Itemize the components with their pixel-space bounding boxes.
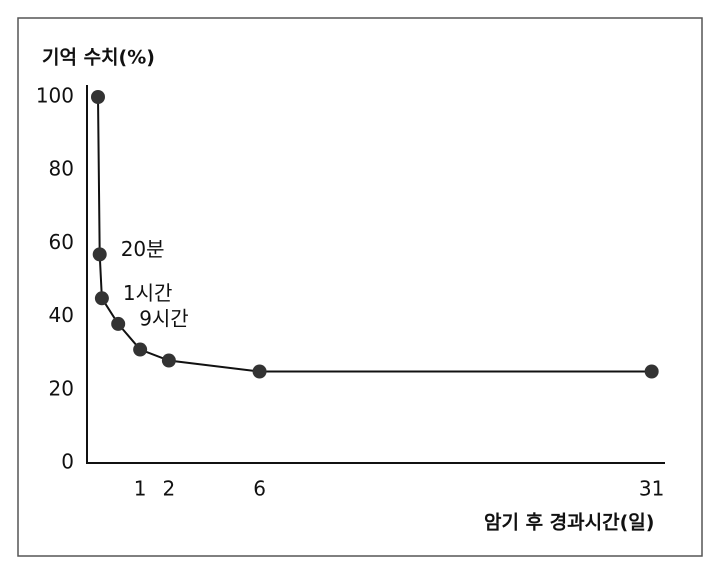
x-tick-label: 2 <box>163 477 176 501</box>
x-tick-label: 6 <box>253 477 266 501</box>
point <box>91 90 105 104</box>
y-tick-label: 40 <box>49 303 74 327</box>
point <box>252 364 267 379</box>
y-tick-label: 20 <box>49 376 74 400</box>
x-tick-label: 1 <box>134 477 147 501</box>
frame <box>17 17 703 557</box>
point <box>94 291 109 306</box>
point <box>161 353 176 368</box>
y-tick-label: 80 <box>49 157 74 181</box>
y-tick-label: 0 <box>61 450 74 474</box>
x-axis-title: 암기 후 경과시간(일) <box>484 512 654 534</box>
y-axis-title: 기억 수치(%) <box>42 47 155 69</box>
point-label: 9시간 <box>139 306 189 330</box>
point <box>111 316 126 331</box>
y-tick-label: 100 <box>36 84 74 108</box>
y-tick-label: 60 <box>49 230 74 254</box>
point-label: 20분 <box>121 237 165 261</box>
point-label: 1시간 <box>123 281 173 305</box>
point <box>133 342 148 357</box>
line <box>97 96 652 373</box>
x-tick-label: 31 <box>639 477 664 501</box>
point <box>92 247 107 262</box>
point <box>644 364 659 379</box>
